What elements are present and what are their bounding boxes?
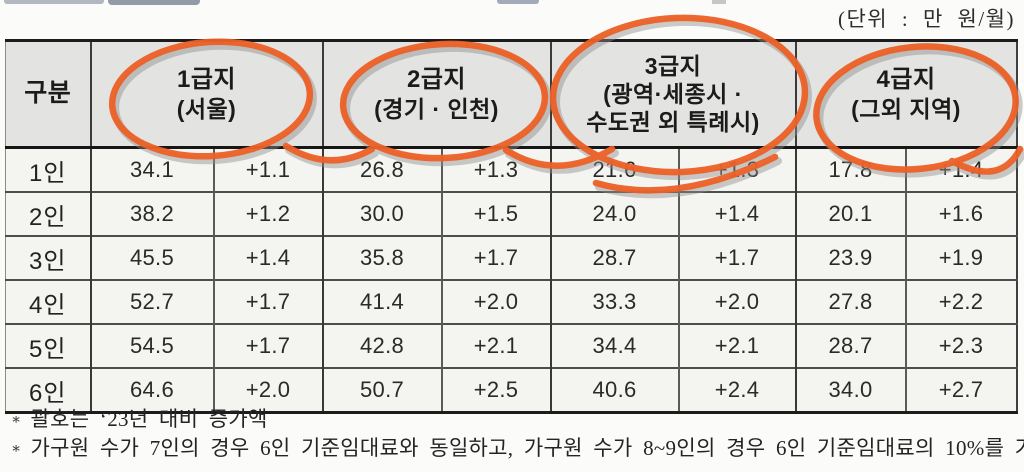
value-cell: 27.8	[794, 279, 906, 324]
increase-cell: +1.4	[212, 235, 323, 280]
row-label: 6인	[5, 367, 91, 413]
tier3-subtitle: (광역·세종시 ·	[603, 80, 743, 107]
value-cell: 33.3	[549, 279, 679, 324]
increase-cell: +2.0	[212, 367, 323, 413]
increase-cell: +1.2	[212, 191, 323, 236]
increase-cell: +1.7	[212, 279, 323, 324]
tier2-subtitle: (경기 · 인천)	[374, 95, 499, 122]
header-row: 구분 1급지 (서울) 2급지 (경기 · 인천) 3급지 (광역·세종시 · …	[5, 40, 1017, 149]
tier1-subtitle: (서울)	[176, 95, 237, 122]
increase-cell: +2.4	[677, 367, 796, 413]
value-cell: 34.1	[89, 147, 214, 192]
row-label: 5인	[5, 323, 91, 368]
tier3-title: 3급지	[644, 52, 702, 79]
cropped-content-artifact	[497, 0, 539, 4]
standard-rent-table: 구분 1급지 (서울) 2급지 (경기 · 인천) 3급지 (광역·세종시 · …	[5, 39, 1018, 414]
row-label: 2인	[5, 191, 91, 236]
corner-header: 구분	[5, 40, 91, 149]
increase-cell: +1.5	[440, 191, 551, 236]
value-cell: 52.7	[89, 279, 214, 324]
increase-cell: +1.1	[212, 147, 323, 192]
footnote-bullet: ∗	[11, 412, 22, 428]
tier4-subtitle: (그외 지역)	[851, 95, 961, 122]
value-cell: 20.1	[794, 191, 906, 236]
table-row-1person: 1인 34.1 +1.1 26.8 +1.3 21.6 +1.3 17.8 +1…	[5, 147, 1017, 192]
increase-cell: +1.7	[677, 235, 796, 280]
value-cell: 35.8	[321, 235, 442, 280]
value-cell: 34.0	[794, 367, 906, 413]
value-cell: 50.7	[321, 367, 442, 413]
tier4-title: 4급지	[876, 65, 936, 93]
footnote-line-2: ∗ 가구원 수가 7인의 경우 6인 기준임대료와 동일하고, 가구원 수가 8~…	[11, 436, 1024, 460]
tier1-title: 1급지	[177, 65, 237, 93]
cropped-content-artifact	[108, 0, 200, 5]
value-cell: 45.5	[89, 235, 214, 280]
increase-cell: +2.7	[904, 367, 1017, 413]
footnote-line-1: ∗ 괄호는 ‘23년 대비 증가액	[11, 407, 268, 431]
increase-cell: +2.0	[440, 279, 551, 324]
tier3-subtitle-line2: 수도권 외 특례시)	[586, 109, 760, 136]
row-label: 3인	[5, 235, 91, 280]
increase-cell: +2.3	[904, 323, 1017, 368]
value-cell: 64.6	[89, 367, 214, 413]
footnote-bullet: ∗	[11, 441, 22, 457]
cropped-content-artifact	[712, 0, 726, 4]
value-cell: 54.5	[89, 323, 214, 368]
increase-cell: +1.4	[904, 147, 1017, 192]
increase-cell: +1.3	[440, 147, 551, 192]
value-cell: 34.4	[549, 323, 679, 368]
increase-cell: +1.9	[904, 235, 1017, 280]
value-cell: 41.4	[321, 279, 442, 324]
value-cell: 21.6	[549, 147, 679, 192]
value-cell: 38.2	[89, 191, 214, 236]
increase-cell: +1.7	[440, 235, 551, 280]
unit-note: (단위 : 만 원/월)	[837, 7, 1015, 31]
table-row-5person: 5인 54.5 +1.7 42.8 +2.1 34.4 +2.1 28.7 +2…	[5, 323, 1017, 368]
increase-cell: +1.7	[212, 323, 323, 368]
footnotes: ∗ 괄호는 ‘23년 대비 증가액 ∗ 가구원 수가 7인의 경우 6인 기준임대료…	[11, 405, 1024, 463]
table-row-4person: 4인 52.7 +1.7 41.4 +2.0 33.3 +2.0 27.8 +2…	[5, 279, 1017, 324]
increase-cell: +2.1	[440, 323, 551, 368]
value-cell: 26.8	[321, 147, 442, 192]
group-header-tier1: 1급지 (서울)	[89, 40, 323, 149]
increase-cell: +2.5	[440, 367, 551, 413]
group-header-tier4: 4급지 (그외 지역)	[794, 40, 1017, 149]
row-label: 1인	[5, 147, 91, 192]
value-cell: 28.7	[549, 235, 679, 280]
group-header-tier2: 2급지 (경기 · 인천)	[321, 40, 551, 149]
value-cell: 28.7	[794, 323, 906, 368]
table-row-2person: 2인 38.2 +1.2 30.0 +1.5 24.0 +1.4 20.1 +1…	[5, 191, 1017, 236]
increase-cell: +1.6	[904, 191, 1017, 236]
increase-cell: +1.4	[677, 191, 796, 236]
row-label: 4인	[5, 279, 91, 324]
value-cell: 23.9	[794, 235, 906, 280]
value-cell: 30.0	[321, 191, 442, 236]
table-row-6person: 6인 64.6 +2.0 50.7 +2.5 40.6 +2.4 34.0 +2…	[5, 367, 1017, 413]
value-cell: 17.8	[794, 147, 906, 192]
increase-cell: +2.1	[677, 323, 796, 368]
value-cell: 42.8	[321, 323, 442, 368]
group-header-tier3: 3급지 (광역·세종시 · 수도권 외 특례시)	[549, 40, 796, 149]
increase-cell: +2.0	[677, 279, 796, 324]
table-row-3person: 3인 45.5 +1.4 35.8 +1.7 28.7 +1.7 23.9 +1…	[5, 235, 1017, 280]
value-cell: 24.0	[549, 191, 679, 236]
increase-cell: +2.2	[904, 279, 1017, 324]
tier2-title: 2급지	[407, 65, 467, 93]
value-cell: 40.6	[549, 367, 679, 413]
increase-cell: +1.3	[677, 147, 796, 192]
cropped-content-artifact	[4, 0, 104, 4]
